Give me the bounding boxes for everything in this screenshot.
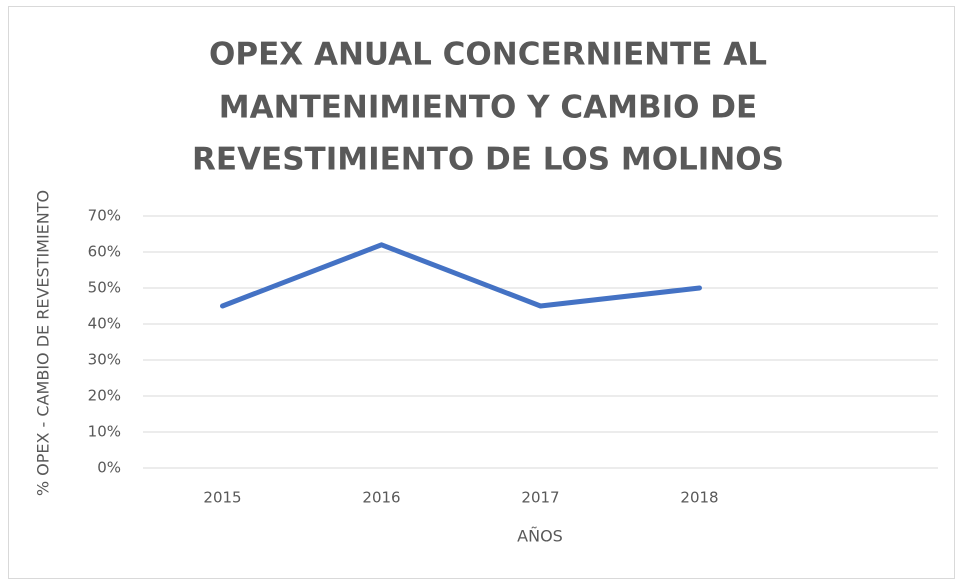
x-tick-label: 2018	[680, 489, 718, 507]
x-tick-label: 2015	[203, 489, 241, 507]
x-axis-title: AÑOS	[517, 527, 563, 546]
x-tick-label: 2017	[521, 489, 559, 507]
y-tick-label: 30%	[88, 351, 121, 369]
chart-title: OPEX ANUAL CONCERNIENTE AL	[209, 37, 767, 73]
line-series	[220, 242, 702, 309]
y-tick-label: 60%	[88, 243, 121, 261]
y-tick-label: 70%	[88, 207, 121, 225]
y-tick-label: 50%	[88, 279, 121, 297]
y-axis-title: % OPEX - CAMBIO DE REVESTIMIENTO	[34, 190, 53, 496]
y-tick-label: 10%	[88, 423, 121, 441]
x-tick-label: 2016	[362, 489, 400, 507]
chart-title: MANTENIMIENTO Y CAMBIO DE	[219, 90, 757, 126]
y-tick-label: 0%	[97, 459, 121, 477]
y-tick-label: 40%	[88, 315, 121, 333]
chart-frame	[8, 6, 955, 579]
chart-title: REVESTIMIENTO DE LOS MOLINOS	[192, 142, 784, 178]
y-tick-label: 20%	[88, 387, 121, 405]
